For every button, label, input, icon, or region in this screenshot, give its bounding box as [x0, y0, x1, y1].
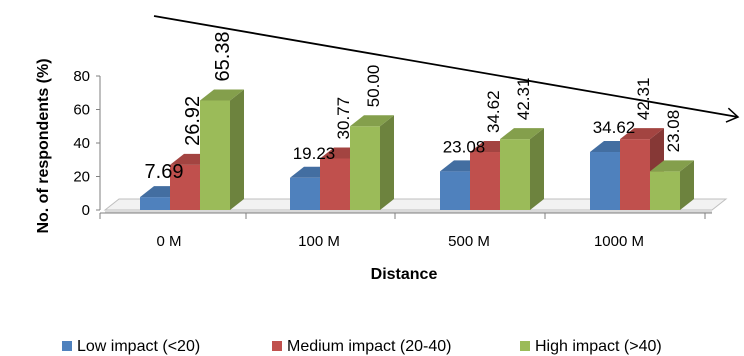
bar-front — [350, 126, 380, 210]
data-label: 23.08 — [664, 110, 683, 153]
y-tick-label: 80 — [73, 68, 90, 85]
bar-front — [320, 158, 350, 210]
legend-entry: High impact (>40) — [520, 338, 662, 355]
data-label: 19.23 — [293, 144, 336, 163]
legend-label: Low impact (<20) — [77, 338, 200, 355]
data-label: 30.77 — [334, 97, 353, 140]
data-label: 23.08 — [443, 137, 486, 156]
bar-front — [200, 100, 230, 210]
data-label: 7.69 — [145, 161, 184, 183]
bar-side — [380, 115, 394, 210]
bar-front — [590, 152, 620, 210]
bar — [350, 115, 394, 210]
x-tick-label: 500 M — [448, 233, 490, 250]
bar — [200, 89, 244, 210]
y-axis-title: No. of respondents (%) — [35, 58, 52, 233]
bar-side — [230, 89, 244, 210]
legend-swatch — [272, 341, 282, 351]
y-tick-label: 0 — [82, 202, 90, 219]
legend-swatch — [62, 341, 72, 351]
x-tick-label: 100 M — [298, 233, 340, 250]
legend-label: High impact (>40) — [535, 338, 662, 355]
legend-entry: Low impact (<20) — [62, 338, 200, 355]
bar-front — [620, 139, 650, 210]
bar-front — [290, 178, 320, 210]
y-tick-label: 60 — [73, 102, 90, 119]
data-label: 65.38 — [212, 31, 234, 81]
legend-swatch — [520, 341, 530, 351]
data-label: 26.92 — [182, 96, 204, 146]
x-tick-label: 0 M — [156, 233, 181, 250]
bar — [500, 128, 544, 210]
legend-label: Medium impact (20-40) — [287, 338, 452, 355]
bar-front — [650, 171, 680, 210]
bar-front — [500, 139, 530, 210]
data-label: 50.00 — [364, 65, 383, 108]
y-tick-label: 40 — [73, 135, 90, 152]
data-label: 34.62 — [484, 90, 503, 133]
bar-front — [470, 152, 500, 210]
bar — [650, 160, 694, 210]
data-label: 34.62 — [593, 118, 636, 137]
y-tick-label: 20 — [73, 169, 90, 186]
bar-side — [530, 128, 544, 210]
x-tick-label: 1000 M — [594, 233, 644, 250]
data-label: 42.31 — [514, 78, 533, 121]
legend-entry: Medium impact (20-40) — [272, 338, 452, 355]
bar-front — [140, 197, 170, 210]
bar-front — [440, 171, 470, 210]
x-axis-title: Distance — [371, 266, 438, 283]
